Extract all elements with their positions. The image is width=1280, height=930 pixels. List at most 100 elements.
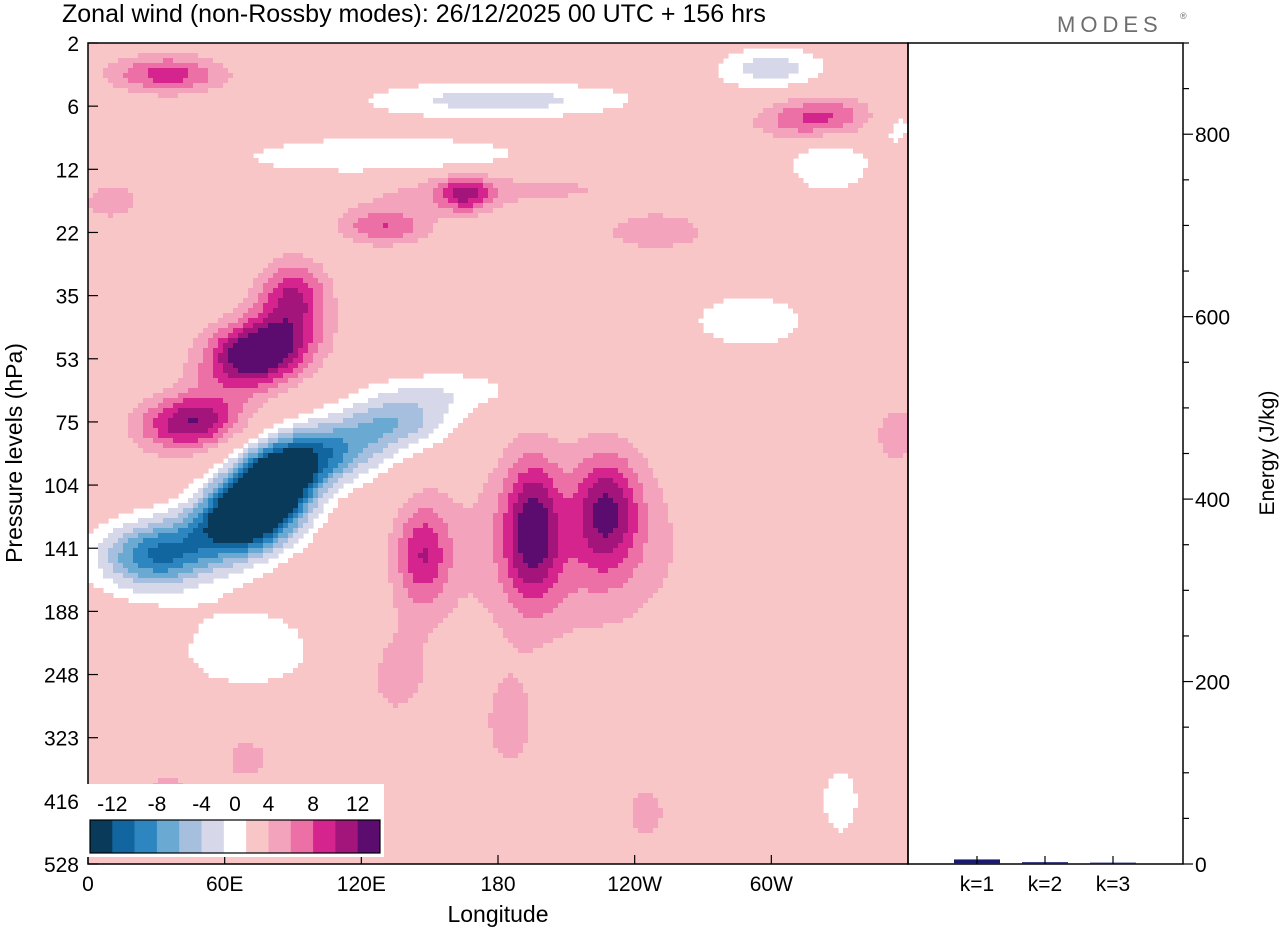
heatmap-cell xyxy=(228,373,269,379)
heatmap-cell xyxy=(853,783,909,789)
heatmap-cell xyxy=(583,508,594,514)
heatmap-cell xyxy=(88,668,204,674)
heatmap-cell xyxy=(443,93,554,99)
heatmap-cell xyxy=(508,443,634,449)
heatmap-cell xyxy=(503,478,519,484)
heatmap-cell xyxy=(548,473,589,479)
heatmap-cell xyxy=(578,83,739,89)
heatmap-cell xyxy=(88,213,109,219)
heatmap-cell xyxy=(593,453,619,459)
heatmap-cell xyxy=(88,518,109,524)
heatmap-cell xyxy=(338,328,704,334)
heatmap-cell xyxy=(268,323,294,329)
colorbar-swatch xyxy=(90,820,113,853)
heatmap-cell xyxy=(438,563,454,569)
heatmap-cell xyxy=(578,438,629,444)
heatmap-cell xyxy=(613,528,629,534)
heatmap-cell xyxy=(308,498,314,504)
heatmap-cell xyxy=(443,518,494,524)
heatmap-cell xyxy=(343,468,354,474)
heatmap-cell xyxy=(328,463,339,469)
heatmap-cell xyxy=(418,683,499,689)
heatmap-cell xyxy=(428,233,614,239)
heatmap-cell xyxy=(253,463,319,469)
heatmap-cell xyxy=(558,553,629,559)
heatmap-cell xyxy=(283,318,289,324)
heatmap-cell xyxy=(398,418,424,424)
heatmap-cell xyxy=(673,523,909,529)
heatmap-cell xyxy=(468,593,474,599)
heatmap-cell xyxy=(88,488,184,494)
heatmap-cell xyxy=(213,478,224,484)
heatmap-cell xyxy=(183,783,829,789)
heatmap-cell xyxy=(778,113,804,119)
heatmap-cell xyxy=(178,408,214,414)
y-tick-label: 188 xyxy=(44,601,79,624)
heatmap-cell xyxy=(853,813,909,819)
heatmap-cell xyxy=(423,413,444,419)
heatmap-cell xyxy=(223,463,234,469)
heatmap-cell xyxy=(663,813,829,819)
heatmap-cell xyxy=(133,193,384,199)
heatmap-cell xyxy=(208,518,284,524)
heatmap-cell xyxy=(398,543,409,549)
heatmap-cell xyxy=(133,553,149,559)
heatmap-cell xyxy=(798,318,909,324)
heatmap-cell xyxy=(498,188,589,194)
heatmap-cell xyxy=(208,338,219,344)
heatmap-cell xyxy=(863,123,894,129)
heatmap-cell xyxy=(318,488,329,494)
heatmap-cell xyxy=(498,568,509,574)
heatmap-cell xyxy=(353,238,419,244)
heatmap-cell xyxy=(388,698,409,704)
heatmap-cell xyxy=(248,453,259,459)
heatmap-cell xyxy=(328,458,344,464)
heatmap-cell xyxy=(383,658,424,664)
heatmap-cell xyxy=(228,333,239,339)
heatmap-cell xyxy=(518,498,529,504)
heatmap-cell xyxy=(473,408,909,414)
heatmap-cell xyxy=(268,263,324,269)
heatmap-cell xyxy=(823,133,889,139)
heatmap-cell xyxy=(343,438,379,444)
heatmap-cell xyxy=(523,453,544,459)
heatmap-cell xyxy=(663,493,909,499)
heatmap-cell xyxy=(213,368,224,374)
heatmap-cell xyxy=(803,113,834,119)
heatmap-cell xyxy=(513,548,519,554)
heatmap-cell xyxy=(88,373,184,379)
heatmap-cell xyxy=(388,563,399,569)
heatmap-cell xyxy=(453,558,494,564)
heatmap-cell xyxy=(383,223,389,229)
energy-axis-label: Energy (J/kg) xyxy=(1256,391,1279,516)
heatmap-cell xyxy=(493,743,524,749)
colorbar-swatch xyxy=(268,820,292,853)
heatmap-cell xyxy=(338,308,704,314)
heatmap-cell xyxy=(403,213,479,219)
heatmap-cell xyxy=(298,353,304,359)
heatmap-cell xyxy=(478,188,489,194)
heatmap-cell xyxy=(603,533,609,539)
heatmap-cell xyxy=(88,688,379,694)
heatmap-cell xyxy=(823,63,909,69)
heatmap-cell xyxy=(448,433,519,439)
heatmap-cell xyxy=(223,493,304,499)
heatmap-cell xyxy=(698,228,909,234)
heatmap-cell xyxy=(268,368,279,374)
x-tick-label: 180 xyxy=(480,873,515,896)
heatmap-cell xyxy=(623,238,694,244)
heatmap-cell xyxy=(478,498,499,504)
heatmap-cell xyxy=(118,553,134,559)
heatmap-cell xyxy=(228,348,294,354)
chart-title: Zonal wind (non-Rossby modes): 26/12/202… xyxy=(62,0,766,28)
heatmap-cell xyxy=(313,273,329,279)
heatmap-cell xyxy=(558,463,579,469)
heatmap-cell xyxy=(763,128,799,134)
heatmap-cell xyxy=(113,568,129,574)
heatmap-cell xyxy=(843,123,864,129)
heatmap-cell xyxy=(258,298,269,304)
heatmap-cell xyxy=(88,328,204,334)
heatmap-cell xyxy=(438,203,459,209)
heatmap-cell xyxy=(238,303,254,309)
heatmap-cell xyxy=(648,513,669,519)
